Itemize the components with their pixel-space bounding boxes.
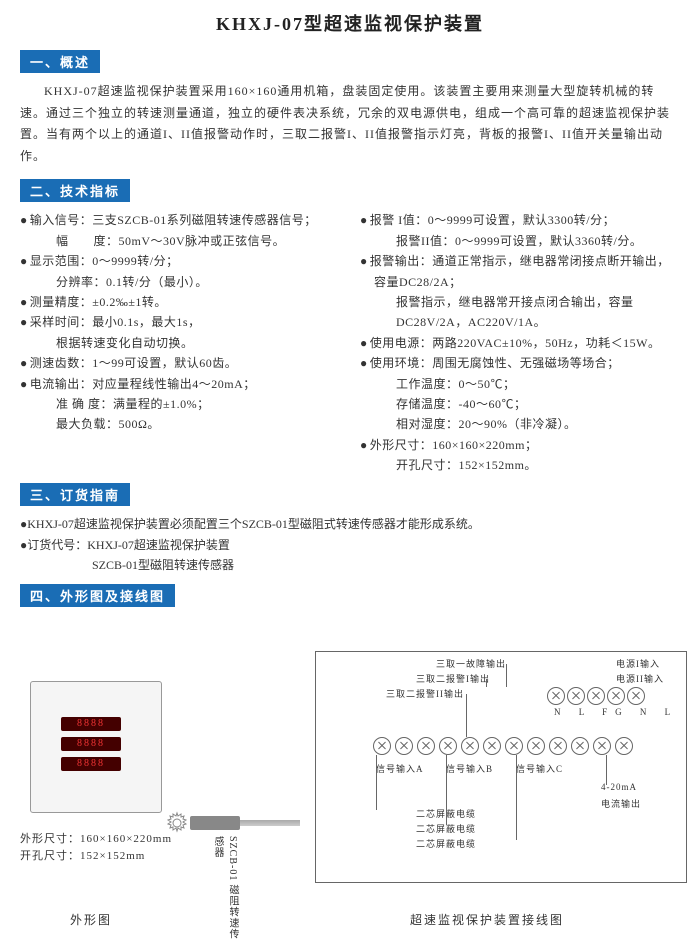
- spec-line: 报警 I值：0～9999可设置，默认3300转/分；: [360, 210, 680, 230]
- terminal-icon: [549, 737, 567, 755]
- spec-line: 使用环境：周围无腐蚀性、无强磁场等场合；: [360, 353, 680, 373]
- led-display: 8888: [61, 717, 121, 731]
- section-specs-header: 二、技术指标: [20, 179, 130, 202]
- order-guide: ●KHXJ-07超速监视保护装置必须配置三个SZCB-01型磁阻式转速传感器才能…: [20, 514, 680, 575]
- section-overview-header: 一、概述: [20, 50, 100, 73]
- device-dimensions: 外形尺寸：160×160×220mm 开孔尺寸：152×152mm: [20, 831, 172, 866]
- terminal-icon: [373, 737, 391, 755]
- wiring-label: 信号输入B: [446, 762, 493, 775]
- wiring-label: 电流输出: [601, 797, 641, 810]
- terminal-row: [371, 737, 635, 755]
- led-display: 8888: [61, 757, 121, 771]
- order-line: SZCB-01型磁阻转速传感器: [20, 555, 680, 575]
- terminal-icon: [567, 687, 585, 705]
- wiring-label: N L FG N L: [554, 707, 678, 717]
- wiring-label: 三取一故障输出: [436, 657, 506, 670]
- wiring-label: 信号输入A: [376, 762, 424, 775]
- spec-line: 幅 度：50mV～30V脉冲或正弦信号。: [20, 231, 340, 251]
- caption-left: 外形图: [70, 911, 112, 928]
- wiring-label: 电源II输入: [616, 672, 664, 685]
- spec-line: 相对湿度：20～90%（非冷凝）。: [360, 414, 680, 434]
- terminal-icon: [527, 737, 545, 755]
- specs-columns: 输入信号：三支SZCB-01系列磁阻转速传感器信号；幅 度：50mV～30V脉冲…: [20, 210, 680, 475]
- spec-line: 根据转速变化自动切换。: [20, 333, 340, 353]
- terminal-icon: [615, 737, 633, 755]
- wiring-diagram: 三取一故障输出 三取二报警I输出 三取二报警II输出 电源I输入 电源II输入 …: [315, 651, 687, 883]
- sensor-label: SZCB-01 磁阻转速传感器: [210, 836, 240, 941]
- dim-line: 外形尺寸：160×160×220mm: [20, 831, 172, 849]
- wiring-label: 信号输入C: [516, 762, 563, 775]
- spec-line: 准 确 度：满量程的±1.0%；: [20, 394, 340, 414]
- terminal-icon: [571, 737, 589, 755]
- led-display: 8888: [61, 737, 121, 751]
- specs-left-column: 输入信号：三支SZCB-01系列磁阻转速传感器信号；幅 度：50mV～30V脉冲…: [20, 210, 340, 475]
- spec-line: 工作温度：0～50℃；: [360, 374, 680, 394]
- spec-line: 采样时间：最小0.1s，最大1s，: [20, 312, 340, 332]
- specs-right-column: 报警 I值：0～9999可设置，默认3300转/分；报警II值：0～9999可设…: [360, 210, 680, 475]
- terminal-icon: [607, 687, 625, 705]
- spec-line: 电流输出：对应量程线性输出4～20mA；: [20, 374, 340, 394]
- terminal-icon: [461, 737, 479, 755]
- spec-line: 输入信号：三支SZCB-01系列磁阻转速传感器信号；: [20, 210, 340, 230]
- spec-line: 显示范围：0～9999转/分；: [20, 251, 340, 271]
- order-line: ●KHXJ-07超速监视保护装置必须配置三个SZCB-01型磁阻式转速传感器才能…: [20, 514, 680, 534]
- spec-line: 开孔尺寸：152×152mm。: [360, 455, 680, 475]
- terminal-icon: [439, 737, 457, 755]
- wiring-label: 电源I输入: [616, 657, 660, 670]
- device-image: 8888 8888 8888: [30, 681, 162, 813]
- terminal-icon: [505, 737, 523, 755]
- terminal-icon: [593, 737, 611, 755]
- spec-line: 最大负载：500Ω。: [20, 414, 340, 434]
- wiring-label: 二芯屏蔽电缆: [416, 837, 476, 850]
- spec-line: 测速齿数：1～99可设置，默认60齿。: [20, 353, 340, 373]
- wiring-label: 三取二报警II输出: [386, 687, 464, 700]
- diagram-area: 8888 8888 8888 外形尺寸：160×160×220mm 开孔尺寸：1…: [20, 631, 680, 941]
- overview-text: KHXJ-07超速监视保护装置采用160×160通用机箱，盘装固定使用。该装置主…: [20, 81, 680, 167]
- spec-line: 外形尺寸：160×160×220mm；: [360, 435, 680, 455]
- dim-line: 开孔尺寸：152×152mm: [20, 848, 172, 866]
- spec-line: 报警II值：0～9999可设置，默认3360转/分。: [360, 231, 680, 251]
- terminal-icon: [547, 687, 565, 705]
- spec-line: 使用电源：两路220VAC±10%，50Hz，功耗＜15W。: [360, 333, 680, 353]
- terminal-icon: [483, 737, 501, 755]
- spec-line: 分辨率：0.1转/分（最小）。: [20, 272, 340, 292]
- wiring-label: 三取二报警I输出: [416, 672, 490, 685]
- page-title: KHXJ-07型超速监视保护装置: [20, 10, 680, 36]
- caption-right: 超速监视保护装置接线图: [410, 911, 564, 928]
- terminal-row: [546, 687, 646, 705]
- section-order-header: 三、订货指南: [20, 483, 130, 506]
- terminal-icon: [417, 737, 435, 755]
- order-line: ●订货代号：KHXJ-07超速监视保护装置: [20, 535, 680, 555]
- terminal-icon: [627, 687, 645, 705]
- spec-line: 存储温度：-40～60℃；: [360, 394, 680, 414]
- section-diagram-header: 四、外形图及接线图: [20, 584, 175, 607]
- spec-line: 报警输出：通道正常指示，继电器常闭接点断开输出，容量DC28/2A；: [360, 251, 680, 292]
- sensor-image: [190, 816, 240, 830]
- terminal-icon: [395, 737, 413, 755]
- spec-line: 测量精度：±0.2‰±1转。: [20, 292, 340, 312]
- spec-line: 报警指示，继电器常开接点闭合输出，容量DC28V/2A，AC220V/1A。: [360, 292, 680, 333]
- terminal-icon: [587, 687, 605, 705]
